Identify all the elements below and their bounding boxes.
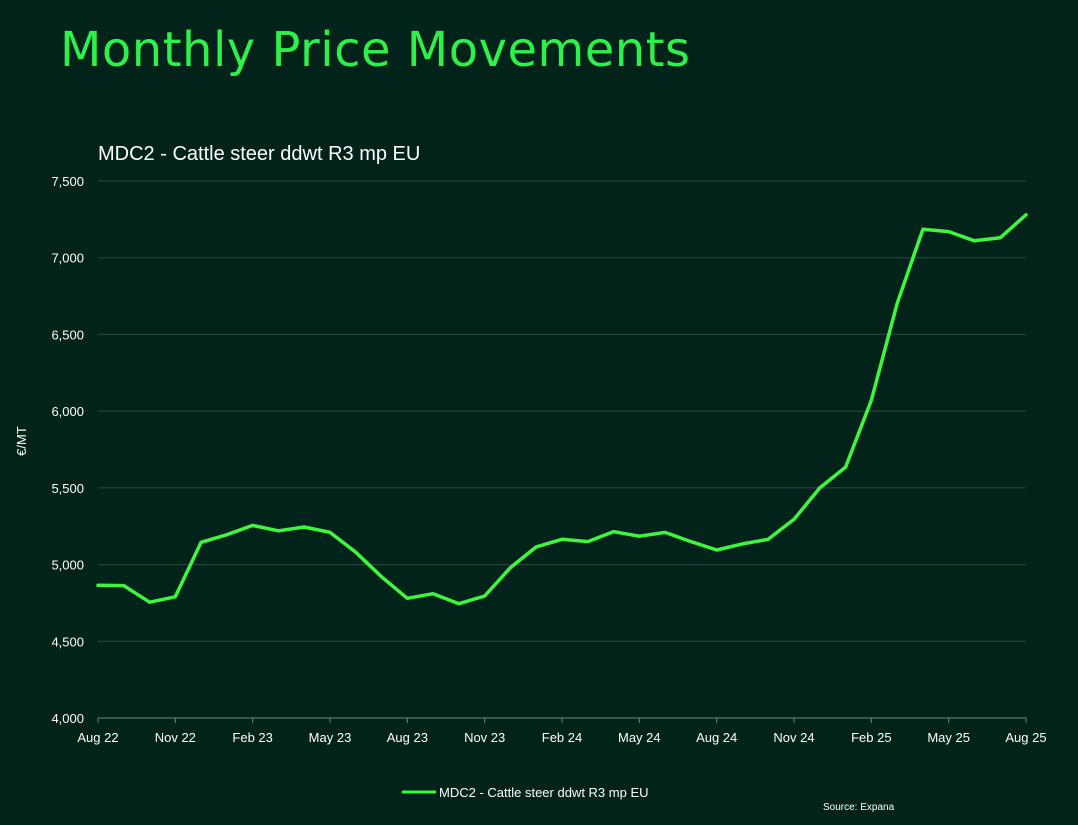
y-tick-label: 6,000: [51, 404, 84, 419]
y-tick-label: 5,000: [51, 558, 84, 573]
y-axis: 4,000 4,500 5,000 5,500 6,000 6,500 7,000 7,500: [51, 174, 84, 726]
x-axis: Aug 22 Nov 22 Feb 23 May 23 Aug 23 Nov 23 Feb …: [77, 717, 1047, 745]
y-tick-label: 5,500: [51, 481, 84, 496]
x-tick-label: May 23: [309, 730, 352, 745]
chart-title: MDC2 - Cattle steer ddwt R3 mp EU: [98, 143, 421, 165]
x-tick-label: Aug 24: [696, 730, 737, 745]
x-tick-label: Feb 24: [542, 730, 582, 745]
series-layer: [96, 213, 1028, 606]
x-tick-label: Feb 25: [851, 730, 891, 745]
page-title: Monthly Price Movements: [60, 22, 691, 78]
y-axis-label: €/MT: [14, 426, 29, 456]
source-note: Source: Expana: [823, 802, 895, 813]
x-tick-label: Aug 23: [387, 730, 428, 745]
x-tick-label: Nov 23: [464, 730, 505, 745]
x-tick-label: Aug 25: [1005, 730, 1046, 745]
x-tick-label: May 25: [927, 730, 970, 745]
x-tick-label: Nov 24: [773, 730, 814, 745]
legend: MDC2 - Cattle steer ddwt R3 mp EU: [402, 785, 649, 800]
x-tick-label: May 24: [618, 730, 661, 745]
x-tick-label: Feb 23: [232, 730, 272, 745]
y-tick-label: 4,500: [51, 634, 84, 649]
y-tick-label: 7,500: [51, 174, 84, 189]
legend-label: MDC2 - Cattle steer ddwt R3 mp EU: [439, 785, 649, 800]
y-tick-label: 7,000: [51, 251, 84, 266]
series-line: [96, 213, 1028, 606]
gridlines: [98, 180, 1026, 642]
y-tick-label: 6,500: [51, 327, 84, 342]
x-tick-label: Aug 22: [77, 730, 118, 745]
x-tick-label: Nov 22: [155, 730, 196, 745]
y-tick-label: 4,000: [51, 711, 84, 726]
